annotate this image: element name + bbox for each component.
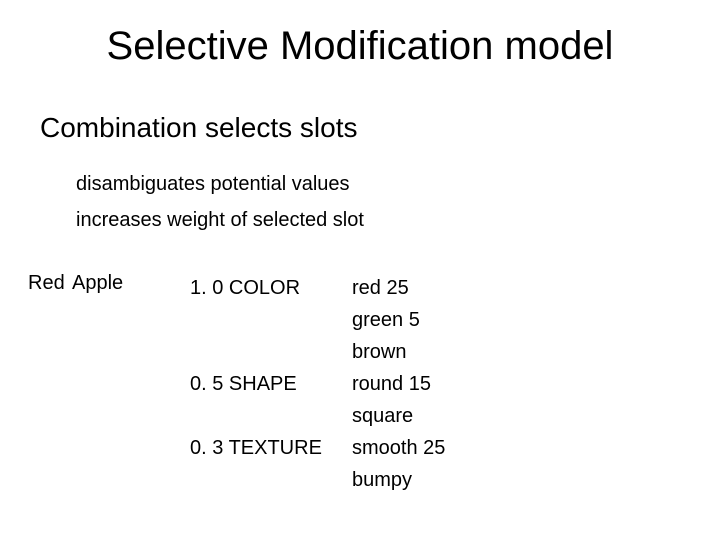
slot-weight: 0. 3 <box>190 437 223 459</box>
example-modifier: Red <box>28 272 65 295</box>
slot-weight: 0. 5 <box>190 373 223 395</box>
slot-name: SHAPE <box>229 373 297 395</box>
slot-name: TEXTURE <box>229 437 322 459</box>
value-item: brown <box>352 341 406 363</box>
value-item: green 5 <box>352 309 420 331</box>
slot-name: COLOR <box>229 277 300 299</box>
slot-weight: 1. 0 <box>190 277 223 299</box>
bullet-item: increases weight of selected slot <box>76 204 364 236</box>
slide-title: Selective Modification model <box>0 24 720 69</box>
value-item: bumpy <box>352 469 412 491</box>
bullet-list: disambiguates potential values increases… <box>76 168 364 240</box>
slots-column: 1. 0 COLOR 0. 5 SHAPE 0. 3 TEXTURE <box>190 272 322 464</box>
bullet-item: disambiguates potential values <box>76 168 364 200</box>
subheading: Combination selects slots <box>40 112 357 144</box>
example-noun: Apple <box>72 272 123 295</box>
value-item: smooth 25 <box>352 437 445 459</box>
values-column: red 25 green 5 brown round 15 square smo… <box>352 272 445 496</box>
value-item: round 15 <box>352 373 431 395</box>
slide: Selective Modification model Combination… <box>0 0 720 540</box>
value-item: square <box>352 405 413 427</box>
value-item: red 25 <box>352 277 409 299</box>
